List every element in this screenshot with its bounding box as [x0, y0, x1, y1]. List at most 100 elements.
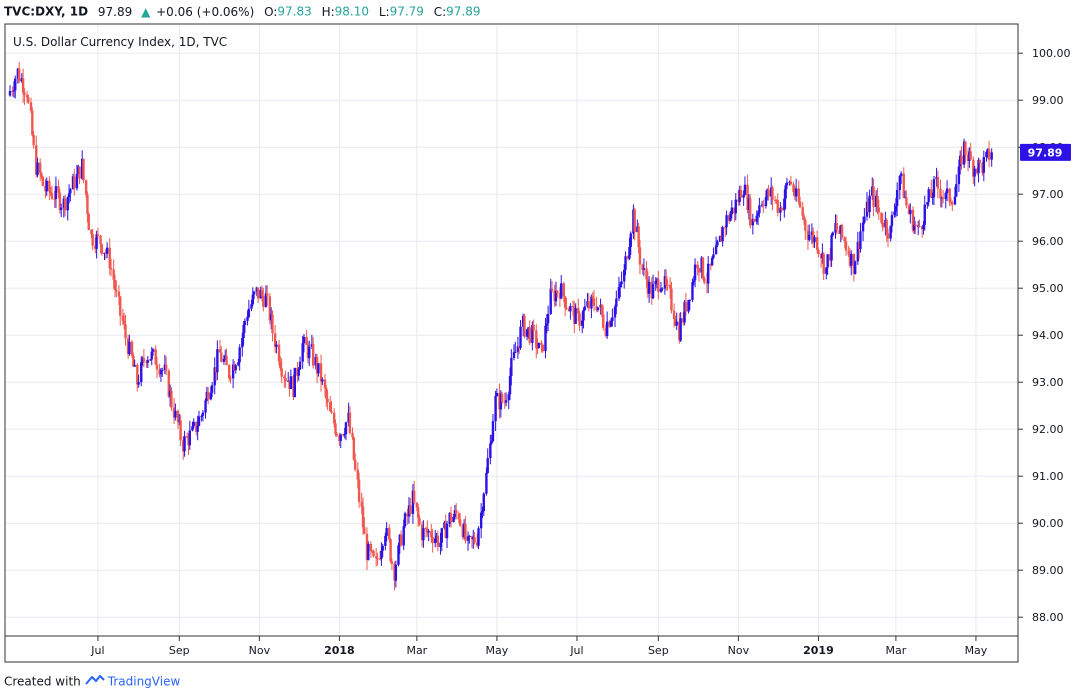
x-tick-label: Nov — [728, 644, 750, 657]
time-axis[interactable]: Jul Sep Nov 2018 Mar May Jul Sep Nov 2019 Mar May — [5, 635, 1018, 657]
candle-body — [69, 189, 72, 194]
candle-body — [815, 237, 819, 250]
candle-body — [544, 325, 547, 352]
candle-body — [251, 294, 254, 305]
candle-body — [293, 367, 296, 398]
candle-body — [426, 528, 429, 533]
candle-body — [682, 318, 685, 323]
candle-body — [693, 264, 697, 281]
candle-body — [225, 355, 228, 366]
candle-body — [661, 288, 664, 290]
candle-body — [105, 247, 109, 254]
low-value: 97.79 — [389, 4, 424, 19]
y-tick-label: 89.00 — [1032, 564, 1064, 577]
candle-body — [746, 184, 749, 210]
candle-body — [84, 180, 88, 195]
candle-body — [510, 357, 513, 377]
candle-body — [751, 219, 755, 226]
candle-body — [67, 193, 71, 198]
candle-body — [73, 176, 76, 189]
candle-body — [444, 522, 447, 539]
candle-body — [367, 543, 370, 560]
candle-body — [666, 284, 669, 286]
candle-body — [776, 200, 779, 213]
candle-body — [874, 195, 878, 207]
candle-body — [279, 361, 282, 369]
candle-body — [262, 295, 265, 307]
candle-body — [600, 304, 604, 315]
candle-body — [63, 198, 67, 211]
candle-body — [112, 269, 115, 280]
candle-body — [541, 344, 545, 352]
candle-body — [868, 195, 871, 212]
candle-body — [861, 222, 865, 232]
candle-body — [407, 505, 411, 517]
price-axis[interactable]: 100.0099.0098.0097.0096.0095.0094.0093.0… — [1017, 24, 1071, 662]
candle-body — [749, 198, 752, 226]
candle-body — [969, 151, 972, 160]
candle-body — [637, 226, 640, 248]
candle-body — [498, 392, 501, 410]
candle-body — [142, 358, 146, 362]
candle-body — [388, 527, 391, 540]
candle-body — [811, 231, 815, 243]
candle-body — [679, 318, 682, 341]
candle-body — [562, 283, 566, 297]
symbol-label[interactable]: TVC:DXY, 1D — [4, 4, 89, 19]
candle-body — [779, 207, 782, 213]
price-chart[interactable]: 100.0099.0098.0097.0096.0095.0094.0093.0… — [0, 0, 1077, 672]
candle-body — [987, 148, 991, 160]
candle-body — [130, 341, 134, 356]
low-label: L: — [378, 4, 390, 19]
candle-body — [424, 528, 428, 530]
x-tick-label: Mar — [885, 644, 906, 657]
y-tick-label: 95.00 — [1032, 282, 1064, 295]
candle-body — [151, 349, 155, 352]
candle-body — [821, 253, 824, 259]
candle-body — [49, 191, 52, 194]
candle-body — [573, 306, 576, 324]
candle-body — [734, 199, 737, 214]
candle-body — [32, 134, 35, 146]
candle-body — [531, 325, 534, 343]
candle-body — [859, 231, 862, 249]
last-price-tag-bg — [1020, 143, 1071, 161]
x-tick-label: Jul — [90, 644, 104, 657]
candle-body — [301, 343, 304, 362]
candle-body — [57, 186, 60, 193]
candle-body — [264, 293, 268, 307]
candle-body — [923, 204, 926, 225]
candle-body — [455, 510, 458, 514]
candle-body — [200, 415, 203, 417]
candle-body — [158, 369, 161, 375]
candle-body — [801, 207, 804, 217]
candle-body — [528, 327, 531, 343]
candle-body — [317, 363, 320, 374]
candle-body — [628, 246, 631, 259]
candle-body — [788, 181, 791, 183]
candle-body — [268, 296, 272, 321]
candle-body — [944, 192, 947, 199]
candle-body — [962, 141, 966, 165]
candle-body — [930, 189, 933, 198]
candle-body — [96, 234, 100, 236]
candle-body — [126, 338, 130, 355]
candle-body — [867, 201, 870, 212]
candle-body — [376, 558, 379, 560]
candle-body — [834, 223, 837, 233]
candle-body — [756, 213, 760, 216]
candle-body — [646, 279, 650, 294]
candle-body — [793, 192, 797, 197]
last-price-tag-text: 97.89 — [1028, 146, 1063, 159]
tradingview-brand[interactable]: TradingView — [107, 674, 181, 689]
candle-body — [38, 162, 42, 174]
candle-body — [885, 219, 888, 234]
footer: Created with TradingView — [4, 672, 180, 691]
candle-body — [233, 364, 236, 371]
candle-body — [876, 195, 879, 208]
candle-body — [504, 400, 508, 403]
candle-body — [911, 209, 915, 231]
candle-body — [326, 398, 329, 403]
high-label: H: — [321, 4, 335, 19]
candle-body — [903, 197, 907, 199]
